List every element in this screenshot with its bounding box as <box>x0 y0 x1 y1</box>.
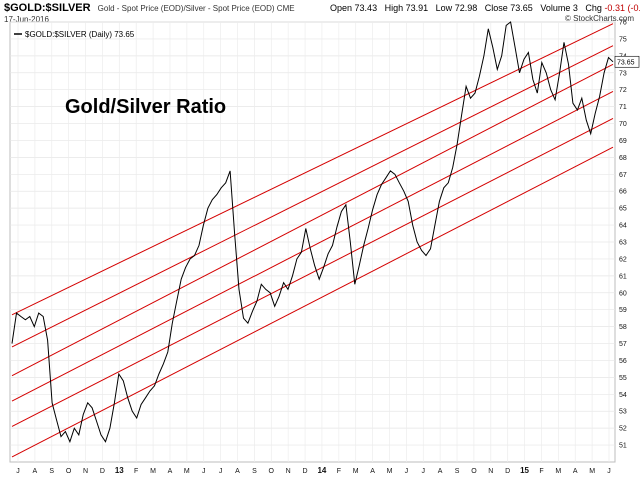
y-tick-label: 53 <box>619 409 627 416</box>
y-tick-label: 64 <box>619 223 627 230</box>
low-value: 72.98 <box>454 3 478 13</box>
x-tick-label: O <box>471 468 477 475</box>
chg-label: Chg <box>585 3 602 13</box>
x-tick-label: J <box>219 468 223 475</box>
x-tick-label: M <box>555 468 561 475</box>
y-tick-label: 75 <box>619 36 627 43</box>
chart-symbol: $GOLD:$SILVER Gold - Spot Price (EOD)/Si… <box>4 2 295 14</box>
y-tick-label: 54 <box>619 392 627 399</box>
channel-lines <box>11 23 614 458</box>
symbol-text: $GOLD:$SILVER <box>4 2 91 14</box>
x-tick-label: F <box>337 468 341 475</box>
channel-line <box>11 63 614 377</box>
last-value-marker: 73.65 <box>614 55 640 68</box>
symbol-description: Gold - Spot Price (EOD)/Silver - Spot Pr… <box>97 4 295 13</box>
low-label: Low <box>435 3 453 13</box>
y-tick-label: 52 <box>619 426 627 433</box>
y-tick-label: 72 <box>619 87 627 94</box>
last-value-label: 73.65 <box>617 59 635 66</box>
y-tick-label: 61 <box>619 273 627 280</box>
x-tick-label: M <box>150 468 156 475</box>
x-tick-label: N <box>286 468 291 475</box>
open-label: Open <box>330 3 353 13</box>
x-axis-ticks: J A S O N D 13 F M A M J J A S O N D 14 F M A M J J A S O N D 15 F M A M J <box>16 466 611 475</box>
x-tick-label: M <box>184 468 190 475</box>
high-label: High <box>384 3 404 13</box>
legend-entry: $GOLD:$SILVER (Daily) 73.65 <box>25 30 135 39</box>
x-tick-label: S <box>252 468 257 475</box>
y-tick-label: 51 <box>619 443 627 450</box>
x-tick-label: D <box>303 468 308 475</box>
y-tick-label: 60 <box>619 290 627 297</box>
x-tick-label: O <box>269 468 275 475</box>
x-tick-label: M <box>387 468 393 475</box>
volume-label: Volume <box>540 3 571 13</box>
y-tick-label: 70 <box>619 121 627 128</box>
x-tick-label: M <box>353 468 359 475</box>
channel-line <box>11 90 614 402</box>
close-value: 73.65 <box>510 3 533 13</box>
y-tick-label: 57 <box>619 341 627 348</box>
x-tick-label: A <box>235 468 240 475</box>
x-tick-label: 13 <box>115 466 124 475</box>
x-tick-label: J <box>16 468 20 475</box>
x-tick-label: N <box>83 468 88 475</box>
ohlc-readout: Open 73.43 High 73.91 Low 72.98 Close 73… <box>330 3 640 13</box>
grid-lines <box>10 21 615 462</box>
chart-date: 17-Jun-2016 <box>4 15 49 24</box>
x-tick-label: A <box>370 468 375 475</box>
last-value-box <box>614 55 640 68</box>
close-label: Close <box>484 3 508 13</box>
y-tick-label: 69 <box>619 138 627 145</box>
y-tick-label: 56 <box>619 358 627 365</box>
x-tick-label: M <box>589 468 595 475</box>
x-tick-label: 14 <box>317 466 326 475</box>
channel-line <box>11 23 614 316</box>
x-tick-label: D <box>100 468 105 475</box>
y-tick-label: 63 <box>619 240 627 247</box>
x-tick-label: J <box>202 468 206 475</box>
stockcharts-attribution[interactable]: © StockCharts.com <box>565 14 634 23</box>
y-tick-label: 55 <box>619 375 627 382</box>
y-tick-label: 67 <box>619 172 627 179</box>
y-axis-ticks: 51 52 53 54 55 56 57 58 59 60 61 62 63 64 65 66 67 68 69 70… <box>619 20 627 450</box>
price-line <box>11 21 614 444</box>
x-tick-label: D <box>505 468 510 475</box>
x-tick-label: J <box>607 468 611 475</box>
x-tick-label: F <box>134 468 138 475</box>
legend: $GOLD:$SILVER (Daily) 73.65 <box>14 30 135 39</box>
y-tick-label: 71 <box>619 104 627 111</box>
x-tick-label: S <box>455 468 460 475</box>
y-tick-label: 59 <box>619 307 627 314</box>
y-tick-label: 73 <box>619 70 627 77</box>
x-tick-label: F <box>539 468 543 475</box>
channel-line <box>11 146 614 458</box>
chg-value: -0.31 (-0.42%) <box>604 3 640 13</box>
x-tick-label: A <box>573 468 578 475</box>
open-value: 73.43 <box>354 3 378 13</box>
volume-value: 3 <box>572 3 578 13</box>
channel-line <box>11 45 614 348</box>
x-tick-label: 15 <box>520 466 529 475</box>
x-tick-label: J <box>422 468 426 475</box>
x-tick-label: O <box>66 468 72 475</box>
x-tick-label: A <box>33 468 38 475</box>
high-value: 73.91 <box>405 3 429 13</box>
y-tick-label: 62 <box>619 256 627 263</box>
x-tick-label: J <box>405 468 409 475</box>
x-tick-label: A <box>168 468 173 475</box>
x-tick-label: A <box>438 468 443 475</box>
x-tick-label: S <box>49 468 54 475</box>
x-tick-label: N <box>488 468 493 475</box>
chart-annotation: Gold/Silver Ratio <box>65 96 226 118</box>
attribution-text: © StockCharts.com <box>564 14 634 23</box>
y-tick-label: 65 <box>619 206 627 213</box>
y-tick-label: 68 <box>619 155 627 162</box>
channel-line <box>11 118 614 427</box>
y-tick-label: 58 <box>619 324 627 331</box>
y-tick-label: 66 <box>619 189 627 196</box>
y-tick-label: 76 <box>619 20 627 27</box>
